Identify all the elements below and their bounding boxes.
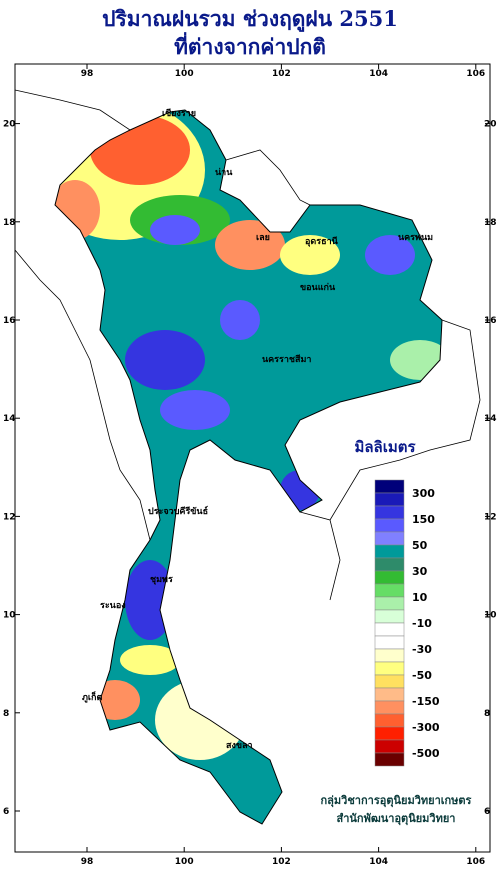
legend-swatch	[374, 635, 405, 650]
legend-label: 30	[412, 565, 428, 578]
place-labels: เชียงราย น่าน เลย อุดรธานี นครพนม ขอนแก่…	[82, 108, 433, 751]
place-label: ระนอง	[100, 601, 126, 611]
lat-tick-label: 14	[3, 414, 16, 424]
lon-tick-label: 106	[466, 69, 485, 79]
lon-tick-label: 106	[466, 857, 485, 867]
place-label: สงขลา	[226, 741, 253, 751]
lat-tick-label: 16	[3, 316, 16, 326]
lat-tick-label: 20	[484, 120, 497, 130]
legend-swatch	[374, 570, 405, 585]
lon-tick-label: 98	[81, 857, 94, 867]
legend-swatch	[374, 622, 405, 637]
lat-tick-label: 10	[3, 611, 16, 621]
lat-tick-label: 18	[484, 218, 497, 228]
legend-swatch	[374, 609, 405, 624]
subtitle: ที่ต่างจากค่าปกติ	[174, 31, 326, 59]
footer-line: สำนักพัฒนาอุตุนิยมวิทยา	[337, 812, 456, 826]
legend-swatch	[374, 479, 405, 494]
legend-swatch	[374, 674, 405, 689]
legend-label: 50	[412, 539, 428, 552]
lon-tick-label: 100	[175, 857, 194, 867]
legend-swatch	[374, 752, 405, 767]
legend-swatch	[374, 596, 405, 611]
lon-tick-label: 100	[175, 69, 194, 79]
lat-tick-label: 6	[484, 807, 490, 817]
legend-swatch	[374, 700, 405, 715]
legend-label: -10	[412, 617, 432, 630]
legend-swatch	[374, 739, 405, 754]
neighbor-borders	[14, 89, 481, 601]
legend-label: -500	[412, 747, 440, 760]
footer-line: กลุ่มวิชาการอุตุนิยมวิทยาเกษตร	[321, 794, 472, 808]
legend-label: 150	[412, 513, 435, 526]
lat-tick-label: 6	[3, 807, 9, 817]
place-label: ขอนแก่น	[300, 282, 336, 293]
place-label: นครราชสีมา	[262, 354, 311, 365]
lat-tick-label: 14	[484, 414, 497, 424]
legend-swatch	[374, 518, 405, 533]
place-label: เลย	[256, 233, 270, 243]
legend-swatch	[374, 661, 405, 676]
legend-label: 300	[412, 487, 435, 500]
legend-label: -30	[412, 643, 432, 656]
legend-label: -300	[412, 721, 440, 734]
lat-tick-label: 8	[3, 709, 9, 719]
legend-swatch	[374, 531, 405, 546]
place-label: ภูเก็ต	[82, 690, 102, 703]
place-label: ประจวบคีรีขันธ์	[148, 505, 208, 517]
legend-swatch	[374, 687, 405, 702]
lat-tick-label: 18	[3, 218, 16, 228]
lon-tick-label: 102	[272, 69, 291, 79]
lat-tick-label: 12	[3, 512, 16, 522]
legend-swatch	[374, 492, 405, 507]
legend-swatch	[374, 726, 405, 741]
legend-label: -150	[412, 695, 440, 708]
legend-swatch	[374, 505, 405, 520]
place-label: อุดรธานี	[305, 236, 339, 247]
lon-tick-label: 98	[81, 69, 94, 79]
place-label: เชียงราย	[162, 108, 196, 119]
legend-swatch	[374, 583, 405, 598]
title: ปริมาณฝนรวม ช่วงฤดูฝน 2551	[102, 6, 398, 33]
lat-tick-label: 20	[3, 120, 16, 130]
legend-label: 10	[412, 591, 428, 604]
lat-tick-label: 8	[484, 709, 490, 719]
legend-swatch	[374, 648, 405, 663]
lat-tick-label: 16	[484, 316, 497, 326]
lat-tick-label: 10	[484, 611, 497, 621]
place-label: ชุมพร	[150, 575, 173, 585]
legend-swatch	[374, 557, 405, 572]
lon-tick-label: 104	[369, 69, 388, 79]
legend-swatch	[374, 713, 405, 728]
legend-swatch	[374, 544, 405, 559]
lon-tick-label: 102	[272, 857, 291, 867]
lon-tick-label: 104	[369, 857, 388, 867]
legend-label: -50	[412, 669, 432, 682]
place-label: น่าน	[215, 167, 233, 178]
legend-title: มิลลิเมตร	[354, 438, 416, 456]
lat-tick-label: 12	[484, 512, 497, 522]
place-label: นครพนม	[398, 233, 433, 243]
